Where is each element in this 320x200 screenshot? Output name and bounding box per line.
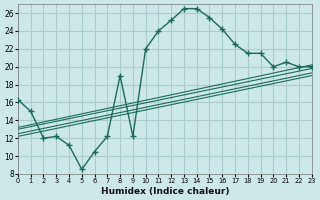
X-axis label: Humidex (Indice chaleur): Humidex (Indice chaleur)	[100, 187, 229, 196]
